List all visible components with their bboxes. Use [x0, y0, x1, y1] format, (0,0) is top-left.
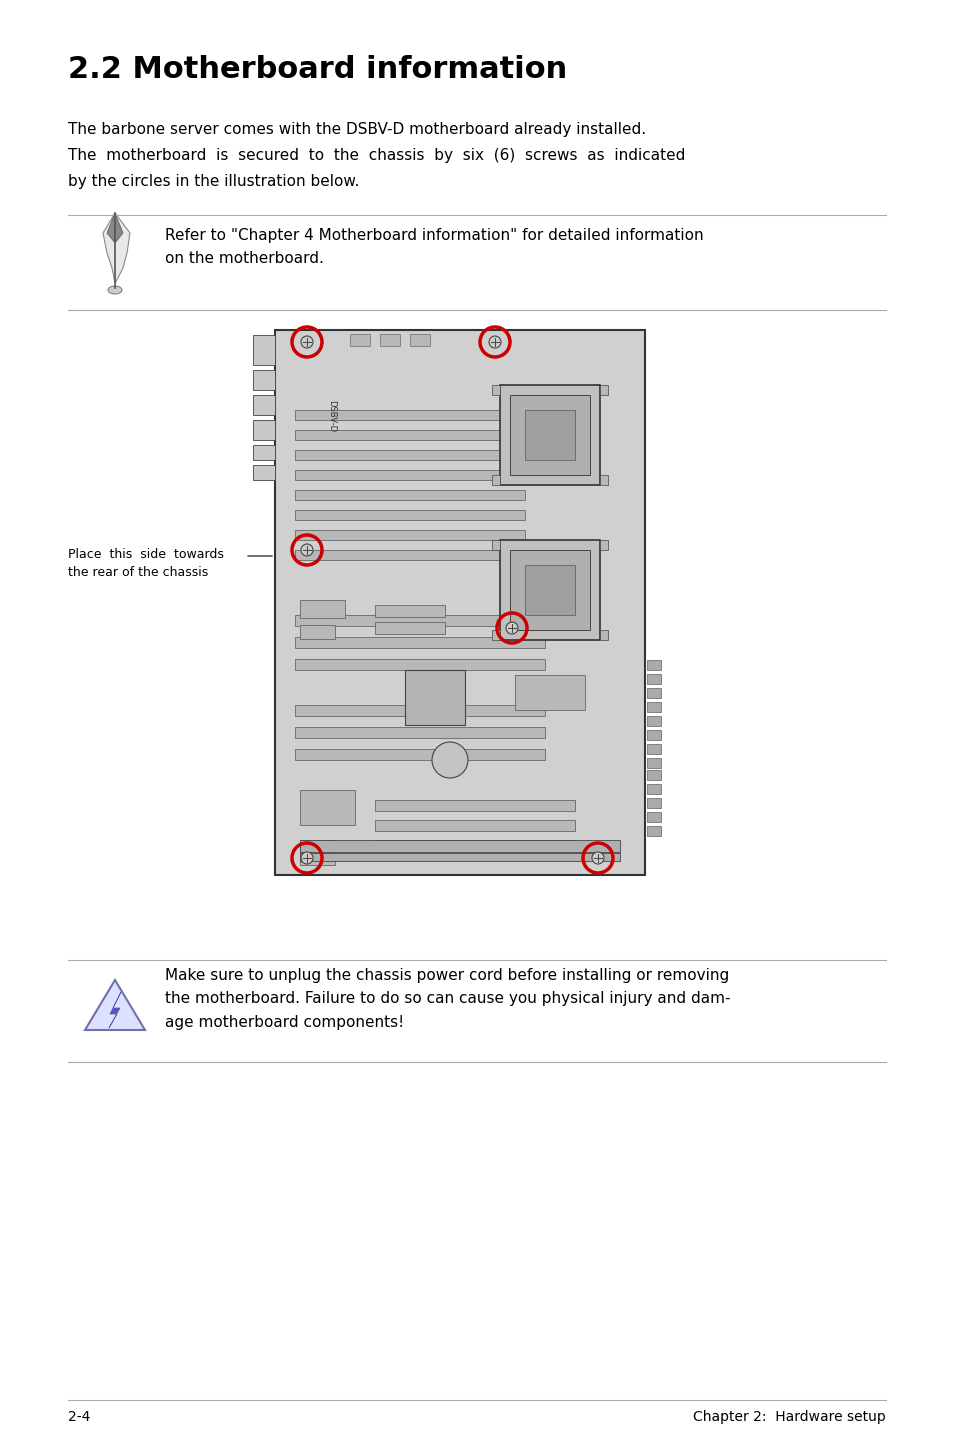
Text: The  motherboard  is  secured  to  the  chassis  by  six  (6)  screws  as  indic: The motherboard is secured to the chassi… [68, 148, 684, 162]
Bar [646, 784, 660, 794]
Bar [492, 630, 499, 640]
Bar [294, 728, 544, 738]
Bar [646, 812, 660, 823]
Bar [646, 731, 660, 741]
Bar [379, 334, 399, 347]
Bar [646, 743, 660, 754]
Text: 2.2 Motherboard information: 2.2 Motherboard information [68, 55, 567, 83]
Bar [294, 615, 544, 626]
Circle shape [592, 851, 603, 864]
Circle shape [301, 544, 313, 557]
Bar [253, 420, 274, 440]
Bar [599, 475, 607, 485]
Bar [294, 659, 544, 670]
Bar [299, 789, 355, 825]
Bar [405, 670, 464, 725]
Polygon shape [109, 992, 121, 1028]
Bar [294, 470, 524, 480]
Bar [253, 335, 274, 365]
Bar [499, 385, 599, 485]
Bar [253, 444, 274, 460]
Bar [375, 820, 575, 831]
Bar [375, 605, 444, 617]
Bar [299, 840, 619, 851]
Circle shape [432, 742, 468, 778]
Text: Refer to "Chapter 4 Motherboard information" for detailed information
on the mot: Refer to "Chapter 4 Motherboard informat… [165, 229, 703, 266]
Bar [646, 716, 660, 726]
Circle shape [301, 336, 313, 348]
Text: 2-4: 2-4 [68, 1411, 91, 1424]
Bar [274, 329, 644, 874]
Bar [410, 334, 430, 347]
Circle shape [301, 851, 313, 864]
Polygon shape [85, 981, 145, 1030]
Ellipse shape [108, 286, 122, 293]
Bar [253, 370, 274, 390]
Bar [646, 798, 660, 808]
Bar [646, 825, 660, 835]
Bar [294, 430, 524, 440]
Bar [515, 674, 584, 710]
Bar [294, 749, 544, 761]
Bar [294, 510, 524, 521]
Bar [294, 705, 544, 716]
Bar [646, 660, 660, 670]
Circle shape [505, 623, 517, 634]
Bar [524, 565, 575, 615]
Text: by the circles in the illustration below.: by the circles in the illustration below… [68, 174, 359, 188]
Bar [253, 464, 274, 480]
Text: DSBV-D: DSBV-D [327, 400, 335, 433]
Bar [492, 475, 499, 485]
Text: Make sure to unplug the chassis power cord before installing or removing
the mot: Make sure to unplug the chassis power co… [165, 968, 730, 1030]
Bar [294, 410, 524, 420]
Bar [294, 450, 524, 460]
Text: The barbone server comes with the DSBV-D motherboard already installed.: The barbone server comes with the DSBV-D… [68, 122, 645, 137]
Bar [524, 410, 575, 460]
Bar [375, 623, 444, 634]
Bar [375, 840, 575, 851]
Bar [299, 853, 619, 861]
Bar [350, 334, 370, 347]
Bar [299, 600, 345, 618]
Text: Place  this  side  towards
the rear of the chassis: Place this side towards the rear of the … [68, 548, 224, 580]
Bar [599, 385, 607, 395]
Bar [599, 541, 607, 549]
Bar [492, 541, 499, 549]
Polygon shape [103, 213, 130, 283]
Bar [294, 637, 544, 649]
Bar [510, 549, 589, 630]
Bar [299, 840, 335, 866]
Bar [299, 626, 335, 638]
Bar [646, 674, 660, 684]
Bar [492, 385, 499, 395]
Bar [499, 541, 599, 640]
Bar [646, 687, 660, 697]
Bar [375, 800, 575, 811]
Circle shape [489, 336, 500, 348]
Polygon shape [107, 213, 123, 243]
Bar [646, 702, 660, 712]
Bar [646, 758, 660, 768]
Bar [294, 490, 524, 500]
Bar [510, 395, 589, 475]
Bar [253, 395, 274, 416]
Bar [599, 630, 607, 640]
Bar [646, 769, 660, 779]
Bar [294, 549, 524, 559]
Bar [294, 531, 524, 541]
Text: Chapter 2:  Hardware setup: Chapter 2: Hardware setup [693, 1411, 885, 1424]
